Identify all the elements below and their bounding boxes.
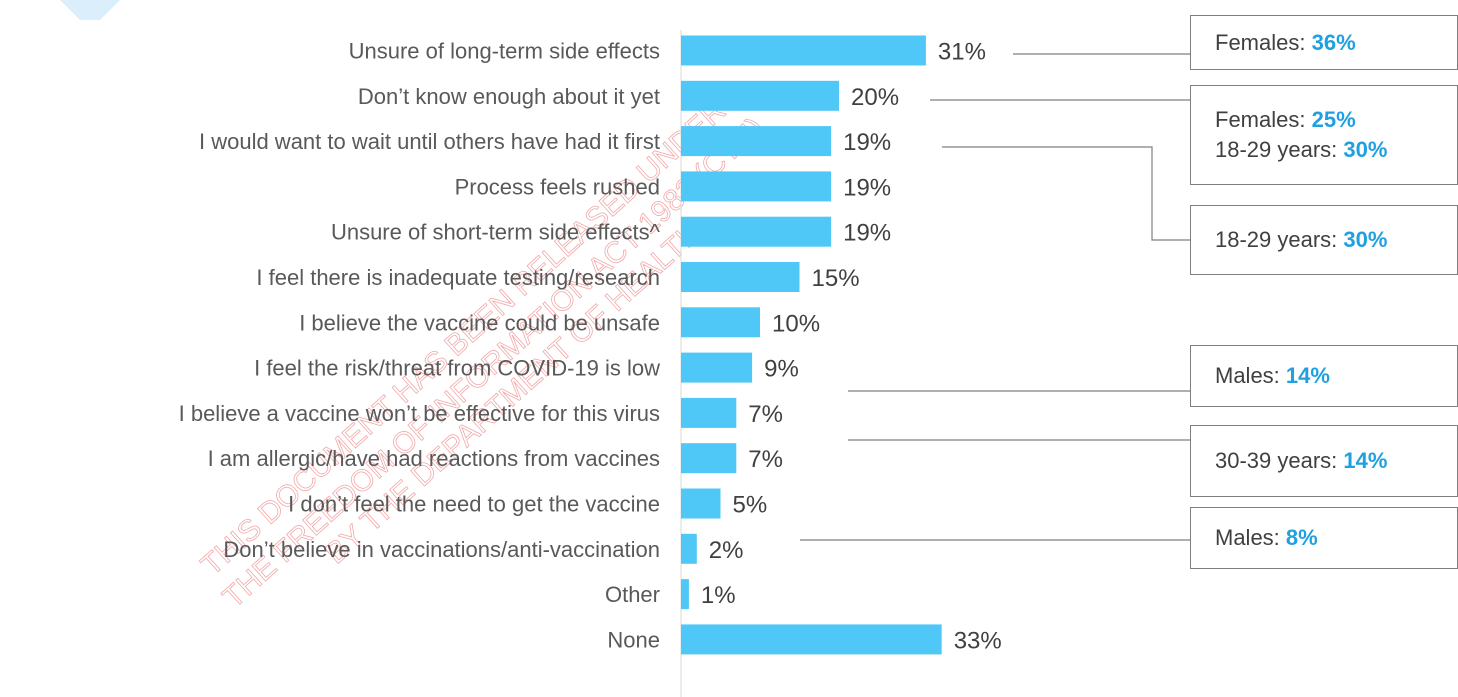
callout-highlight: 30% — [1343, 137, 1388, 162]
callout-line: Males: 14% — [1215, 361, 1457, 391]
callout-text: Males: — [1215, 363, 1286, 388]
bar — [681, 80, 839, 111]
callout-text: 18-29 years: — [1215, 227, 1344, 252]
category-label: Unsure of long-term side effects — [349, 39, 660, 64]
bar — [681, 126, 832, 157]
value-label: 19% — [843, 129, 891, 156]
callout-line: 18-29 years: 30% — [1215, 225, 1457, 255]
callout-text: Females: — [1215, 107, 1312, 132]
value-label: 19% — [843, 174, 891, 201]
category-label: None — [607, 627, 660, 652]
category-label: Unsure of short-term side effects^ — [331, 220, 661, 245]
callout-line: Females: 25% — [1215, 105, 1457, 135]
bar — [681, 579, 689, 610]
category-label: I believe the vaccine could be unsafe — [299, 310, 660, 335]
corner-decoration — [60, 0, 120, 20]
bar — [681, 216, 832, 247]
value-label: 5% — [733, 492, 768, 519]
bar — [681, 307, 760, 338]
callout-highlight: 36% — [1311, 29, 1356, 55]
callout-box: Females: 36% — [1190, 15, 1458, 70]
callout-line: 18-29 years: 30% — [1215, 135, 1457, 165]
category-label: Other — [605, 582, 660, 607]
callout-text: 18-29 years: — [1215, 137, 1344, 162]
callout-highlight: 14% — [1285, 363, 1330, 388]
value-label: 15% — [812, 265, 860, 292]
callout-box: Females: 25% 18-29 years: 30% — [1190, 85, 1458, 185]
value-label: 31% — [938, 39, 986, 66]
value-label: 7% — [748, 401, 783, 428]
bar — [681, 352, 753, 383]
bar — [681, 171, 832, 202]
callout-box: 18-29 years: 30% — [1190, 205, 1458, 275]
category-label: Don’t believe in vaccinations/anti-vacci… — [223, 537, 660, 562]
category-label: I believe a vaccine won’t be effective f… — [179, 401, 660, 426]
value-label: 9% — [764, 356, 799, 383]
bar — [681, 624, 942, 655]
category-label: I would want to wait until others have h… — [199, 129, 660, 154]
callout-highlight: 30% — [1343, 227, 1388, 252]
category-label: I am allergic/have had reactions from va… — [208, 446, 660, 471]
callout-text: Females: — [1215, 29, 1312, 55]
callout-text: 30-39 years: — [1215, 448, 1344, 473]
value-label: 7% — [748, 446, 783, 473]
bar — [681, 443, 737, 474]
value-label: 33% — [954, 627, 1002, 654]
callout-highlight: 14% — [1343, 448, 1388, 473]
callout-connectors — [800, 53, 1190, 541]
value-label: 1% — [701, 582, 736, 609]
category-label: I feel the risk/threat from COVID-19 is … — [254, 356, 660, 381]
callout-box: Males: 14% — [1190, 345, 1458, 407]
bar — [681, 397, 737, 428]
callout-box: Males: 8% — [1190, 507, 1458, 569]
callout-line: Males: 8% — [1215, 523, 1457, 553]
value-label: 2% — [709, 537, 744, 564]
bar — [681, 262, 800, 292]
category-label: I feel there is inadequate testing/resea… — [256, 265, 660, 290]
bar — [681, 35, 926, 66]
bar — [681, 488, 721, 519]
value-label: 19% — [843, 220, 891, 247]
bar — [681, 533, 697, 564]
connector-line — [942, 146, 1190, 241]
callout-box: 30-39 years: 14% — [1190, 425, 1458, 497]
callout-line: Females: 36% — [1215, 28, 1457, 58]
callout-highlight: 25% — [1311, 107, 1356, 132]
category-label: Don’t know enough about it yet — [358, 84, 660, 109]
callout-text: Males: — [1215, 525, 1286, 550]
category-label: Process feels rushed — [455, 174, 660, 199]
callout-line: 30-39 years: 14% — [1215, 446, 1457, 476]
value-label: 20% — [851, 84, 899, 111]
callout-highlight: 8% — [1285, 525, 1318, 550]
category-label: I don’t feel the need to get the vaccine — [288, 492, 660, 517]
value-label: 10% — [772, 310, 820, 337]
